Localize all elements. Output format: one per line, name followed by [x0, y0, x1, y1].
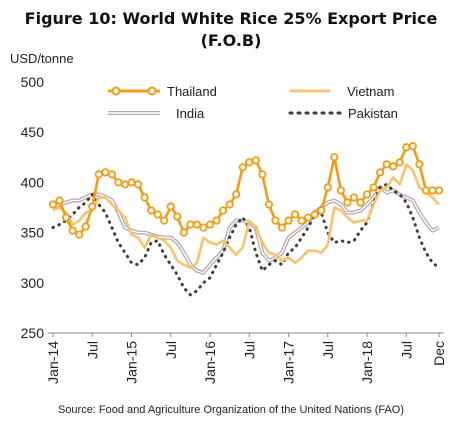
data-point-thailand	[166, 202, 175, 211]
legend-label-pakistan: Pakistan	[348, 106, 398, 121]
legend-marker-thailand-2	[147, 86, 157, 96]
data-point-thailand	[61, 213, 71, 222]
data-point-thailand	[232, 190, 241, 199]
data-point-thailand	[297, 216, 306, 225]
source-note: Source: Food and Agriculture Organizatio…	[58, 404, 404, 416]
data-point-thailand	[258, 170, 267, 179]
data-point-thailand	[395, 158, 404, 167]
data-point-thailand	[389, 162, 398, 171]
data-point-thailand	[68, 226, 77, 235]
data-point-thailand	[153, 210, 162, 219]
legend-item-india: India	[108, 106, 205, 121]
data-point-thailand	[114, 178, 123, 187]
data-point-thailand	[421, 186, 431, 195]
data-point-thailand	[205, 220, 215, 229]
y-tick-label: 500	[21, 74, 45, 90]
data-point-thailand	[219, 206, 228, 215]
data-point-thailand	[264, 200, 273, 209]
data-point-thailand	[376, 168, 385, 177]
data-point-thailand	[330, 153, 339, 162]
y-axis-ticks: 250 300 350 400 450 500	[21, 74, 45, 341]
y-tick-label: 400	[21, 174, 45, 190]
data-point-thailand	[81, 222, 90, 231]
data-point-thailand	[310, 210, 319, 219]
legend-item-vietnam: Vietnam	[290, 84, 394, 99]
data-point-thailand	[415, 160, 424, 169]
y-axis-label: USD/tonne	[10, 51, 74, 66]
series-line-vietnam	[52, 163, 440, 270]
data-point-thailand	[75, 230, 84, 239]
data-point-thailand	[402, 143, 411, 152]
data-point-thailand	[284, 216, 293, 225]
data-point-thailand	[225, 200, 234, 209]
legend-label-thailand: Thailand	[167, 84, 217, 99]
series-layer	[48, 142, 444, 297]
data-point-thailand	[94, 170, 103, 179]
data-point-thailand	[304, 213, 313, 222]
x-tick-label: Jan-17	[281, 341, 297, 384]
data-point-thailand	[336, 186, 345, 195]
y-tick-label: 300	[21, 275, 45, 291]
legend-label-india: India	[176, 106, 205, 121]
x-tick-label: Jan-16	[202, 341, 218, 384]
data-point-thailand	[271, 216, 280, 225]
y-tick-label: 450	[21, 124, 45, 140]
data-point-thailand	[212, 216, 221, 225]
data-point-thailand	[290, 210, 300, 219]
data-point-thailand	[362, 190, 372, 199]
data-point-thailand	[55, 196, 64, 205]
x-tick-label: Jul	[320, 341, 336, 359]
data-point-thailand	[127, 178, 136, 187]
data-point-thailand	[356, 198, 365, 207]
x-axis-ticks: Jan-14 Jul Jan-15 Jul Jan-16 Jul Jan-17 Jul Jan-…	[45, 333, 447, 384]
data-point-thailand	[192, 220, 202, 229]
y-tick-label: 250	[21, 325, 45, 341]
legend-marker-thailand	[111, 86, 121, 96]
x-tick-label: Dec	[431, 341, 447, 366]
data-point-thailand	[48, 200, 58, 209]
data-point-thailand	[408, 142, 417, 151]
data-point-thailand	[382, 160, 391, 169]
data-point-thailand	[369, 183, 378, 192]
x-tick-label: Jul	[241, 341, 257, 359]
data-point-thailand	[323, 183, 332, 192]
data-point-thailand	[120, 180, 130, 189]
data-point-thailand	[140, 193, 149, 202]
legend: Thailand Vietnam India Pakistan	[108, 84, 398, 121]
data-point-thailand	[186, 220, 195, 229]
data-point-thailand	[173, 212, 182, 221]
legend-label-vietnam: Vietnam	[347, 84, 394, 99]
data-point-thailand	[343, 198, 352, 207]
data-point-thailand	[101, 168, 110, 177]
data-point-thailand	[349, 193, 359, 202]
chart-title: Figure 10: World White Rice 25% Export P…	[25, 9, 438, 28]
data-point-thailand	[434, 186, 444, 195]
data-point-thailand	[179, 228, 188, 237]
data-point-thailand	[199, 223, 208, 232]
data-point-thailand	[245, 158, 254, 167]
data-point-thailand	[160, 216, 169, 225]
data-point-thailand	[107, 170, 116, 179]
y-tick-label: 350	[21, 225, 45, 241]
chart-subtitle: (F.O.B)	[201, 31, 262, 50]
x-tick-label: Jul	[84, 341, 100, 359]
data-point-thailand	[428, 186, 437, 195]
data-point-thailand	[238, 163, 247, 172]
x-tick-label: Jan-14	[45, 341, 61, 384]
legend-item-pakistan: Pakistan	[288, 106, 398, 121]
data-point-thailand	[277, 223, 287, 232]
x-tick-label: Jan-15	[124, 341, 140, 384]
data-point-thailand	[317, 206, 326, 215]
data-point-thailand	[251, 156, 260, 165]
x-tick-label: Jan-18	[359, 341, 375, 384]
legend-item-thailand: Thailand	[108, 84, 217, 99]
x-tick-label: Jul	[163, 341, 179, 359]
data-point-thailand	[133, 180, 143, 189]
data-point-thailand	[88, 202, 97, 211]
data-point-thailand	[147, 206, 156, 215]
x-tick-label: Jul	[398, 341, 414, 359]
